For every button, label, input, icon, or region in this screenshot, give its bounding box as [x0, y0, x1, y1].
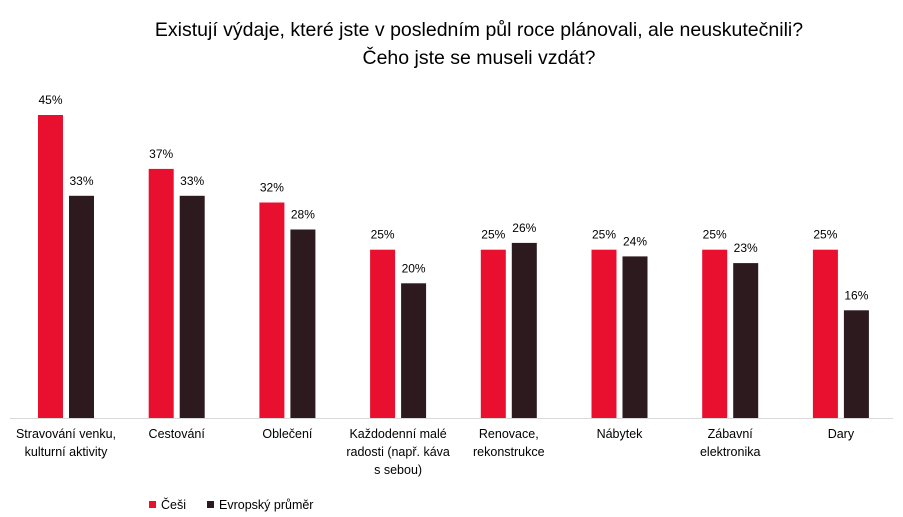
category-label-renovace-rekonstrukce: Renovace, rekonstrukce — [473, 427, 545, 459]
legend: Češi Evropský průměr — [149, 497, 313, 512]
bar-evropsky-prumer-kazdodenni-male-radosti-napr-kava-s-sebou — [401, 283, 427, 418]
category-label-line: s sebou) — [374, 463, 422, 477]
category-label-line: Renovace, — [479, 427, 539, 441]
value-label-cesi-cestovani: 37% — [149, 147, 173, 161]
category-label-obleceni: Oblečení — [262, 427, 313, 441]
legend-swatch-cesi — [149, 501, 156, 508]
category-label-line: Cestování — [149, 427, 206, 441]
bar-cesi-cestovani — [148, 168, 174, 418]
category-label-line: Nábytek — [597, 427, 644, 441]
bar-cesi-dary — [812, 249, 838, 418]
category-label-line: Dary — [828, 427, 855, 441]
category-label-nabytek: Nábytek — [597, 427, 644, 441]
value-label-evropsky-prumer-obleceni: 28% — [291, 208, 315, 222]
value-label-cesi-zabavni-elektronika: 25% — [703, 228, 727, 242]
bar-evropsky-prumer-cestovani — [179, 195, 205, 418]
legend-item-cesi: Češi — [149, 497, 186, 512]
bars-group — [38, 115, 869, 418]
value-label-cesi-dary: 25% — [813, 228, 837, 242]
value-label-evropsky-prumer-cestovani: 33% — [180, 174, 204, 188]
category-label-dary: Dary — [828, 427, 855, 441]
bar-evropsky-prumer-stravovani-venku-kulturni-aktivity — [69, 195, 94, 418]
value-label-evropsky-prumer-nabytek: 24% — [623, 234, 647, 248]
value-labels-group: 45% 33% 37% 33% 32% 28% 25% 20% 25% 26% 25% 24% 25% 2… — [38, 93, 868, 302]
legend-swatch-evropsky-prumer — [207, 501, 214, 508]
value-label-cesi-renovace-rekonstrukce: 25% — [481, 228, 505, 242]
value-label-evropsky-prumer-stravovani-venku-kulturni-aktivity: 33% — [69, 174, 93, 188]
category-labels-group: Stravování venku, kulturní aktivity Cestov… — [16, 427, 855, 477]
value-label-evropsky-prumer-zabavni-elektronika: 23% — [734, 241, 758, 255]
value-label-evropsky-prumer-renovace-rekonstrukce: 26% — [512, 221, 536, 235]
category-label-zabavni-elektronika: Zábavní elektronika — [700, 427, 760, 459]
chart-title-line-1: Existují výdaje, které jste v posledním … — [155, 19, 803, 41]
legend-label-cesi: Češi — [161, 497, 186, 512]
value-label-cesi-kazdodenni-male-radosti-napr-kava-s-sebou: 25% — [371, 228, 395, 242]
category-label-line: elektronika — [700, 445, 760, 459]
category-label-line: kulturní aktivity — [25, 445, 108, 459]
legend-item-evropsky-prumer: Evropský průměr — [207, 498, 313, 512]
bar-cesi-renovace-rekonstrukce — [480, 249, 506, 418]
value-label-cesi-stravovani-venku-kulturni-aktivity: 45% — [38, 93, 62, 107]
category-label-line: Každodenní malé — [349, 427, 446, 441]
category-label-line: Oblečení — [262, 427, 313, 441]
bar-evropsky-prumer-nabytek — [622, 256, 648, 418]
category-label-line: Stravování venku, — [16, 427, 116, 441]
bar-evropsky-prumer-zabavni-elektronika — [733, 263, 759, 418]
bar-cesi-obleceni — [259, 202, 285, 418]
bar-evropsky-prumer-renovace-rekonstrukce — [511, 242, 537, 418]
chart-title: Existují výdaje, které jste v posledním … — [155, 19, 803, 69]
category-label-line: rekonstrukce — [473, 445, 545, 459]
bar-cesi-kazdodenni-male-radosti-napr-kava-s-sebou — [370, 249, 396, 418]
value-label-evropsky-prumer-kazdodenni-male-radosti-napr-kava-s-sebou: 20% — [402, 261, 426, 275]
value-label-cesi-nabytek: 25% — [592, 228, 616, 242]
value-label-evropsky-prumer-dary: 16% — [844, 288, 868, 302]
category-label-line: Zábavní — [708, 427, 754, 441]
value-label-cesi-obleceni: 32% — [260, 181, 284, 195]
category-label-cestovani: Cestování — [149, 427, 206, 441]
bar-evropsky-prumer-dary — [843, 310, 869, 418]
category-label-kazdodenni-male-radosti-napr-kava-s-sebou: Každodenní malé radosti (např. káva s sebo… — [346, 427, 450, 477]
bar-cesi-nabytek — [591, 249, 617, 418]
chart-title-line-2: Čeho jste se museli vzdát? — [362, 46, 595, 69]
category-label-stravovani-venku-kulturni-aktivity: Stravování venku, kulturní aktivity — [16, 427, 116, 459]
bar-cesi-zabavni-elektronika — [702, 249, 728, 418]
legend-label-evropsky-prumer: Evropský průměr — [219, 498, 313, 512]
category-label-line: radosti (např. káva — [346, 445, 450, 459]
bar-evropsky-prumer-obleceni — [290, 229, 316, 418]
bar-cesi-stravovani-venku-kulturni-aktivity — [38, 115, 63, 418]
